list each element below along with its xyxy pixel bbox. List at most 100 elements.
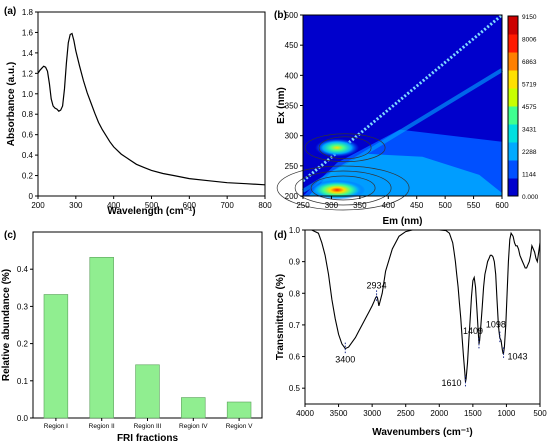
panel-b-colorbar-segment [508,142,518,161]
panel-b-colorbar-segment [508,124,518,143]
panel-b-y-axis-label: Ex (nm) [276,87,287,124]
panel-a-y-tick-label: 1.0 [22,90,34,99]
panel-d-x-axis-label: Wavenumbers (cm⁻¹) [372,427,472,438]
panel-b-colorbar-tick-label: 8006 [522,37,537,44]
panel-b-colorbar-tick-label: 3431 [522,127,537,134]
panel-a-x-tick-label: 400 [107,201,121,210]
panel-a-x-tick-label: 600 [183,201,197,210]
panel-b-x-tick-label: 550 [467,201,481,210]
panel-c-x-tick-label: Region I [44,423,68,430]
panel-b-peak-2 [315,138,360,157]
panel-a-y-axis-label: Absorbance (a.u.) [6,62,17,146]
panel-b-contour [310,175,376,201]
panel-b-x-tick-label: 400 [382,201,396,210]
panel-a-x-tick-label: 800 [258,201,272,210]
panel-b-x-tick-label: 600 [495,201,509,210]
panel-d-x-tick-label: 4000 [296,409,314,418]
panel-c-y-tick-label: 0.2 [17,340,29,349]
panel-a-label: (a) [4,6,16,17]
panel-c-x-tick-label: Region V [226,423,253,430]
panel-b-x-axis-label: Em (nm) [383,216,423,227]
panel-b-colorbar-segment [508,88,518,107]
panel-c-bar-1 [43,294,69,419]
panel-c-bar-5 [226,401,252,419]
panel-d-x-tick-label: 3500 [330,409,348,418]
panel-b-colorbar-segment [508,16,518,35]
panel-b-colorbar-tick-label: 4575 [522,104,537,111]
panel-c-bar-2 [89,256,114,419]
panel-b-contour [304,133,386,163]
panel-a-y-tick-label: 0.6 [22,131,34,140]
panel-b-colorbar-segment [508,34,518,53]
panel-d-transmittance-line [305,229,541,383]
panel-d-peak-label: 1409 [463,326,483,336]
panel-b-colorbar-tick-label: 0.000 [522,194,539,201]
panel-c-label: (c) [4,230,16,241]
panel-a-x-tick-label: 700 [220,201,234,210]
panel-b-colorbar-segment [508,178,518,197]
panel-a-x-tick-label: 500 [145,201,159,210]
panel-d-x-tick-label: 1000 [498,409,516,418]
panel-d-peak-label: 2934 [367,280,387,290]
panel-b-colorbar-segment [508,52,518,71]
panel-d-x-tick-label: 2500 [397,409,415,418]
panel-c-bar-4 [181,397,206,419]
panel-a-y-tick-label: 1.8 [22,8,34,17]
panel-b-label: (b) [274,10,287,21]
panel-c-x-tick-label: Region III [134,423,162,430]
panel-c-x-axis-label: FRI fractions [117,433,179,444]
panel-b-contour [276,165,410,211]
panel-a-plot-frame [37,11,266,197]
panel-c-bar-3 [135,364,160,419]
panel-a-y-tick-label: 1.2 [22,69,34,78]
panel-b-y-tick-label: 450 [285,41,299,50]
panel-b-x-tick-label: 250 [296,201,310,210]
panel-d-peak-label: 1610 [441,378,461,388]
panel-d-peak-label: 1043 [508,351,528,361]
panel-b-x-tick-label: 300 [325,201,339,210]
panel-d-plot-frame [304,229,541,405]
panel-b-colorbar-segment [508,70,518,89]
panel-a-x-axis-label: Wavelength (cm⁻¹) [107,206,195,217]
panel-b-scatter-line [302,13,503,183]
panel-d-y-tick-label: 0.7 [289,321,301,330]
panel-b-y-tick-label: 250 [285,162,299,171]
panel-a-y-tick-label: 0.8 [22,110,34,119]
panel-b-peak-1 [309,179,366,200]
panel-c-x-tick-label: Region IV [179,423,208,430]
panel-b-scatter-band [301,68,504,193]
panel-b-y-tick-label: 300 [285,132,299,141]
panel-b-colorbar-segment [508,106,518,125]
panel-a-y-tick-label: 0.2 [22,172,34,181]
panel-a-absorbance-line [37,32,266,186]
panel-d-x-tick-label: 3000 [363,409,381,418]
panel-c-x-tick-label: Region II [89,423,115,430]
panel-a-x-tick-label: 300 [69,201,83,210]
panel-d-x-tick-label: 2000 [430,409,448,418]
panel-b-y-tick-label: 200 [285,192,299,201]
panel-a-y-tick-label: 1.6 [22,28,34,37]
panel-a-x-tick-label: 200 [31,201,45,210]
panel-b-x-tick-label: 500 [438,201,452,210]
panel-d-y-tick-label: 1.0 [289,226,301,235]
panel-b-y-tick-label: 400 [285,71,299,80]
panel-d-label: (d) [274,230,287,241]
panel-d-y-tick-label: 0.5 [289,384,301,393]
panel-b-contour [294,170,392,206]
panel-a-y-tick-label: 0 [29,192,34,201]
panel-b-x-tick-label: 350 [353,201,367,210]
panel-d-y-axis-label: Transmittance (%) [275,274,286,360]
panel-d-y-tick-label: 0.8 [289,289,301,298]
panel-d-y-tick-label: 0.9 [289,258,301,267]
panel-c-y-tick-label: 0.3 [17,302,29,311]
panel-c-y-tick-label: 0.4 [17,265,29,274]
panel-b-colorbar-segment [508,160,518,179]
panel-b-colorbar-frame [507,15,519,197]
panel-c-y-axis-label: Relative abundance (%) [1,269,12,381]
panel-c-y-tick-label: 0.0 [17,414,29,423]
panel-b-colorbar-tick-label: 2288 [522,149,537,156]
panel-d-x-tick-label: 500 [533,409,547,418]
panel-b-y-tick-label: 500 [285,11,299,20]
panel-b-y-tick-label: 350 [285,102,299,111]
panel-b-colorbar-tick-label: 6863 [522,59,537,66]
